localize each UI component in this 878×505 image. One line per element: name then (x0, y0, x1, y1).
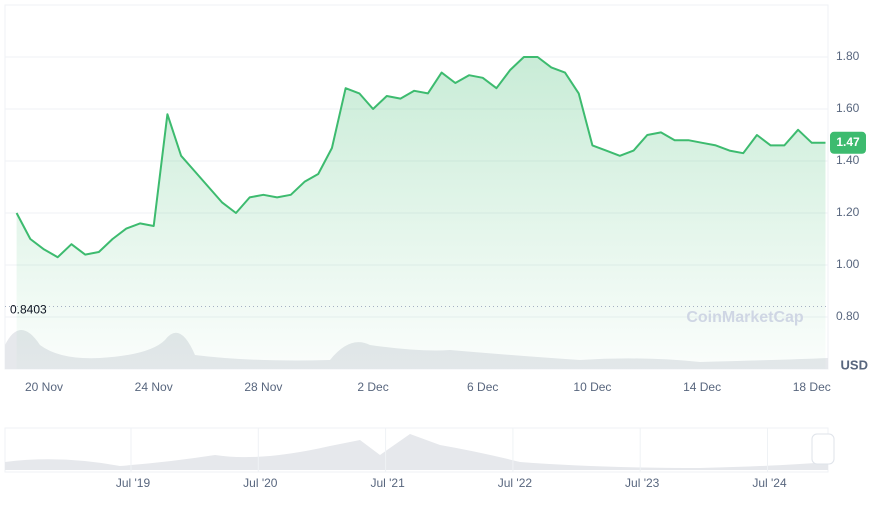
x-tick-label: 10 Dec (573, 380, 611, 394)
navigator-label: Jul '19 (116, 476, 151, 490)
currency-label: USD (841, 357, 868, 372)
x-tick-label: 18 Dec (793, 380, 831, 394)
navigator-label: Jul '21 (370, 476, 405, 490)
x-tick-label: 14 Dec (683, 380, 721, 394)
navigator-label: Jul '22 (498, 476, 533, 490)
watermark: CoinMarketCap (686, 309, 804, 326)
x-tick-label: 2 Dec (357, 380, 388, 394)
x-tick-label: 24 Nov (135, 380, 173, 394)
y-tick-label: 1.00 (836, 257, 860, 271)
x-tick-label: 6 Dec (467, 380, 498, 394)
price-area (16, 57, 826, 369)
navigator-handle[interactable] (811, 433, 835, 465)
y-tick-label: 1.20 (836, 205, 860, 219)
x-tick-label: 28 Nov (244, 380, 282, 394)
navigator-label: Jul '23 (625, 476, 660, 490)
y-tick-label: 1.80 (836, 49, 860, 63)
reference-label: 0.8403 (10, 303, 47, 317)
current-price-badge (830, 131, 866, 154)
navigator-label: Jul '24 (752, 476, 787, 490)
current-price-label: 1.47 (836, 135, 860, 149)
x-tick-label: 20 Nov (25, 380, 63, 394)
navigator-area (5, 434, 828, 470)
navigator-label: Jul '20 (243, 476, 278, 490)
y-tick-label: 1.60 (836, 101, 860, 115)
price-line (15, 56, 826, 259)
y-tick-label: 1.40 (836, 153, 860, 167)
y-tick-label: 0.80 (836, 309, 860, 323)
